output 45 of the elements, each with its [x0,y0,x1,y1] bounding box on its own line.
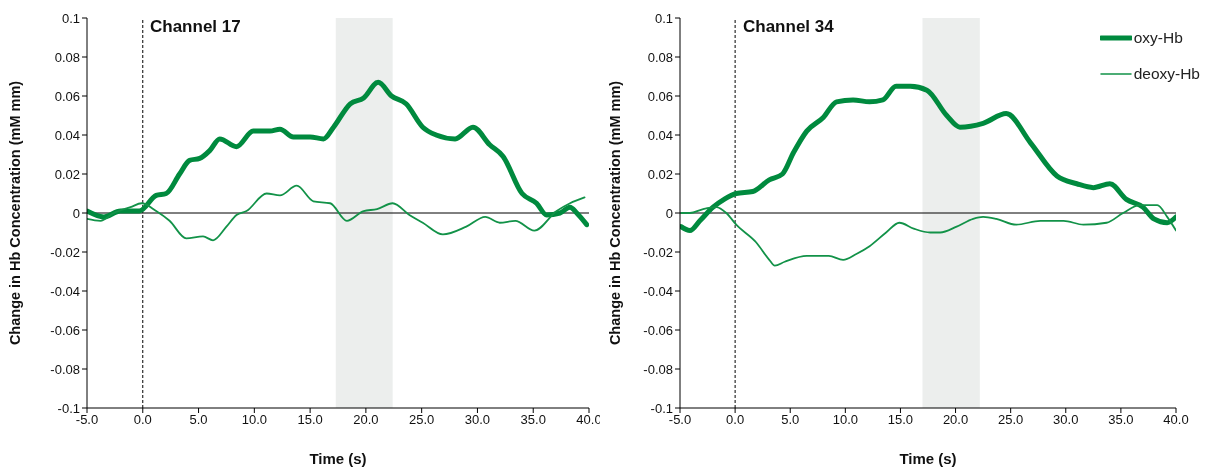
x-tick-label: 40.0 [1163,412,1189,428]
y-tick-label: 0.06 [647,88,673,104]
x-tick-label: 25.0 [998,412,1024,428]
y-tick-label: 0.02 [647,166,673,182]
y-tick-label: -0.04 [50,283,80,299]
x-tick-label: 30.0 [1053,412,1079,428]
y-tick-label: 0 [665,205,673,221]
y-axis-title: Change in Hb Concentration (mM mm) [7,80,23,346]
chart-title: Channel 34 [743,17,834,37]
y-tick-label: -0.02 [643,244,673,260]
x-tick-label: 5.0 [781,412,800,428]
y-tick-label: 0.08 [54,49,80,65]
x-tick-label: 0.0 [726,412,745,428]
x-tick-label: 20.0 [942,412,969,428]
y-tick-label: 0.1 [61,10,80,26]
y-tick-label: -0.06 [50,322,80,338]
y-tick-label: -0.06 [643,322,673,338]
x-tick-label: 10.0 [832,412,858,428]
y-tick-label: 0.04 [54,127,80,143]
legend-label: deoxy-Hb [1133,64,1200,84]
x-tick-label: 15.0 [887,412,914,428]
y-tick-label: -0.02 [50,244,80,260]
y-tick-label: -0.04 [643,283,673,299]
y-tick-label: 0.06 [54,88,80,104]
y-axis-title: Change in Hb Concentration (mM mm) [607,80,623,346]
x-tick-label: 35.0 [1108,412,1134,428]
x-axis-title: Time (s) [309,450,367,467]
x-tick-label: 20.0 [353,412,379,428]
chart-title: Channel 17 [150,17,241,37]
y-tick-label: 0.04 [647,127,673,143]
x-axis-title: Time (s) [899,450,957,467]
legend-label: oxy-Hb [1133,28,1183,48]
y-tick-label: 0.1 [654,10,673,26]
x-tick-label: 5.0 [189,412,208,428]
x-tick-label: 10.0 [241,412,267,428]
y-tick-label: 0.08 [647,49,673,65]
x-tick-label: 0.0 [133,412,152,428]
y-tick-label: 0.02 [54,166,80,182]
x-tick-label: 30.0 [464,412,491,428]
x-tick-label: 35.0 [520,412,546,428]
y-tick-label: -0.08 [50,361,80,377]
x-tick-label: 25.0 [409,412,435,428]
x-tick-label: 15.0 [297,412,323,428]
y-tick-label: 0 [72,205,80,221]
y-tick-label: -0.08 [643,361,673,377]
